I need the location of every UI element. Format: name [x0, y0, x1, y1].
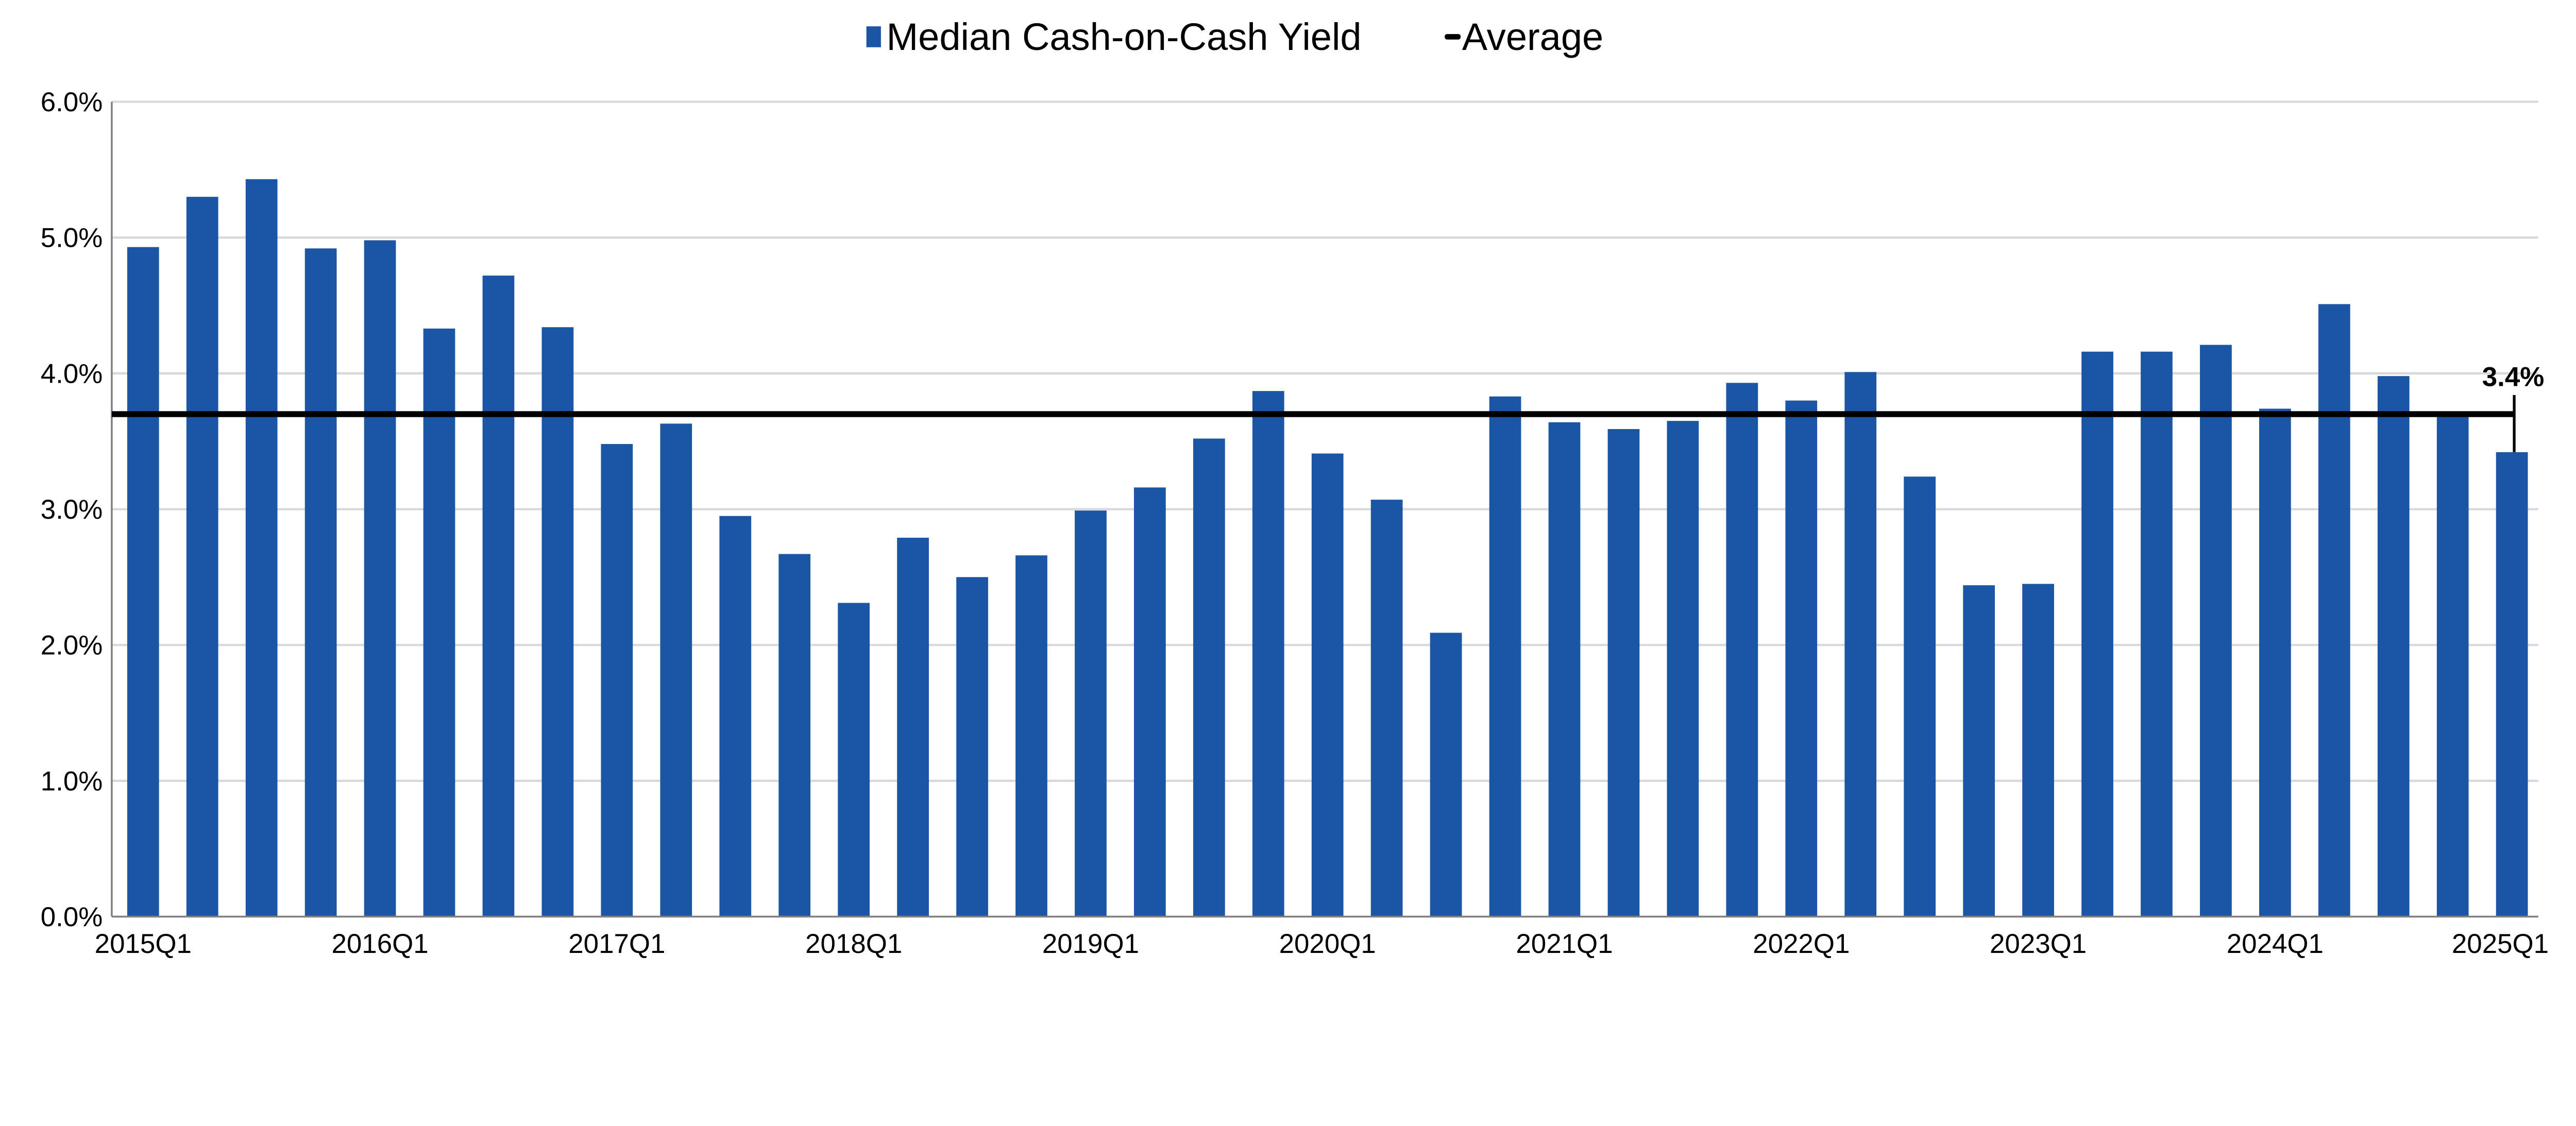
- bar-2024Q3: [2377, 376, 2410, 917]
- bar-2022Q3: [1904, 476, 1936, 917]
- bar-2024Q1: [2259, 408, 2291, 917]
- bar-2016Q2: [423, 328, 455, 917]
- bars: [127, 179, 2528, 917]
- bar-2020Q3: [1430, 633, 1462, 917]
- last-value-annotation: 3.4%: [2482, 362, 2545, 393]
- bar-2021Q3: [1667, 421, 1699, 917]
- bar-2025Q1: [2496, 452, 2528, 917]
- bar-2021Q4: [1726, 383, 1758, 917]
- bar-2018Q3: [956, 577, 988, 917]
- average-line: [111, 395, 2516, 452]
- bar-2016Q4: [541, 327, 574, 917]
- bar-2019Q1: [1075, 510, 1107, 917]
- bar-2019Q2: [1134, 487, 1166, 917]
- bar-2019Q3: [1193, 438, 1225, 917]
- y-tick-label: 0.0%: [41, 902, 103, 932]
- bar-2018Q4: [1015, 555, 1047, 917]
- x-tick-label: 2016Q1: [331, 929, 428, 959]
- x-tick-label: 2023Q1: [1990, 929, 2087, 959]
- x-tick-label: 2017Q1: [568, 929, 665, 959]
- bar-2018Q1: [838, 603, 870, 917]
- legend-swatch-bar: [866, 26, 881, 47]
- bar-2016Q3: [482, 276, 515, 917]
- bar-2021Q1: [1548, 422, 1581, 917]
- bar-2020Q4: [1489, 396, 1521, 917]
- bar-2020Q1: [1311, 453, 1344, 917]
- bar-2018Q2: [897, 537, 929, 917]
- bar-2017Q1: [601, 443, 633, 917]
- legend-label-line: Average: [1462, 15, 1604, 58]
- y-tick-label: 6.0%: [41, 87, 103, 117]
- x-axis: 2015Q1 2016Q1 2017Q1 2018Q1 2019Q1 2020Q1 2021…: [95, 915, 2549, 959]
- y-axis: 0.0% 1.0% 2.0% 3.0% 4.0% 5.0% 6.0%: [41, 87, 113, 932]
- bar-2023Q4: [2200, 345, 2232, 917]
- x-tick-label: 2015Q1: [95, 929, 192, 959]
- bar-2017Q4: [778, 554, 811, 917]
- chart: Median Cash-on-Cash Yield Average 0.0% 1.…: [41, 15, 2549, 959]
- x-tick-label: 2020Q1: [1279, 929, 1376, 959]
- bar-2024Q4: [2436, 415, 2469, 917]
- x-tick-label: 2021Q1: [1516, 929, 1613, 959]
- y-tick-label: 5.0%: [41, 223, 103, 253]
- bar-2022Q4: [1963, 585, 1995, 917]
- x-tick-label: 2025Q1: [2452, 929, 2549, 959]
- bar-2015Q2: [186, 197, 218, 917]
- y-tick-label: 4.0%: [41, 359, 103, 389]
- legend-label-bar: Median Cash-on-Cash Yield: [886, 15, 1361, 58]
- y-tick-label: 1.0%: [41, 766, 103, 796]
- x-tick-label: 2018Q1: [805, 929, 902, 959]
- bar-2020Q2: [1370, 500, 1403, 917]
- bar-2019Q4: [1252, 391, 1284, 917]
- bar-2024Q2: [2318, 304, 2350, 917]
- x-tick-label: 2022Q1: [1753, 929, 1850, 959]
- bar-2017Q3: [719, 516, 752, 917]
- bar-2016Q1: [364, 240, 396, 917]
- bar-2015Q3: [245, 179, 278, 917]
- bar-2021Q2: [1607, 429, 1640, 917]
- bar-2015Q4: [304, 248, 337, 917]
- bar-2023Q2: [2081, 351, 2113, 917]
- bar-2015Q1: [127, 247, 159, 917]
- legend-swatch-line: [1445, 34, 1461, 40]
- bar-2017Q2: [660, 423, 692, 917]
- y-tick-label: 3.0%: [41, 494, 103, 525]
- bar-2023Q1: [2022, 584, 2054, 917]
- bar-2022Q1: [1785, 400, 1818, 917]
- legend: Median Cash-on-Cash Yield Average: [866, 15, 1604, 58]
- bar-2022Q2: [1844, 372, 1877, 917]
- y-tick-label: 2.0%: [41, 630, 103, 661]
- x-tick-label: 2019Q1: [1042, 929, 1139, 959]
- bar-2023Q3: [2141, 351, 2173, 917]
- x-tick-label: 2024Q1: [2227, 929, 2324, 959]
